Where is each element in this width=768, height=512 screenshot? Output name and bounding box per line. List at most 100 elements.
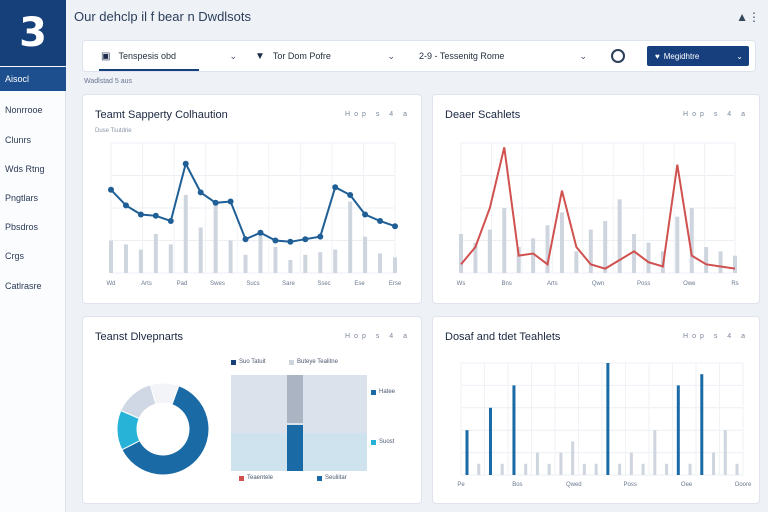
- legend-label: Buteye Tealitne: [297, 359, 338, 365]
- stacked-panel: [231, 375, 367, 471]
- filter-dropdown-3[interactable]: 2-9 - Tessenitg Rome ⌄: [419, 41, 587, 71]
- x-tick-label: Poss: [624, 482, 637, 488]
- bar: [477, 463, 481, 475]
- x-tick-label: Bns: [501, 281, 511, 287]
- card-donut-chart: Teanst Dlvepnarts Hop s 4 a Suo Tatuit B…: [82, 316, 422, 504]
- bar: [378, 253, 383, 273]
- x-tick-label: Pe: [457, 482, 465, 488]
- card-menu-icon[interactable]: Hop s 4 a: [683, 111, 749, 118]
- sidebar-item-5[interactable]: Pngtlars: [5, 193, 39, 203]
- sidebar-item-4[interactable]: Wds Rtng: [5, 164, 45, 174]
- data-point: [392, 223, 398, 230]
- x-tick-label: Ese: [354, 281, 365, 287]
- bar: [646, 242, 651, 273]
- bar: [571, 441, 575, 475]
- data-point: [347, 192, 354, 198]
- bar: [606, 363, 610, 475]
- bar: [632, 234, 637, 273]
- bar: [198, 227, 203, 273]
- location-pin-icon: ▼: [255, 50, 265, 62]
- bar: [574, 251, 579, 273]
- chevron-down-icon: ⌄: [229, 50, 237, 61]
- card-menu-icon[interactable]: Hop s 4 a: [345, 333, 411, 340]
- x-tick-label: Owe: [683, 281, 696, 287]
- app-logo: 3: [0, 0, 66, 66]
- bar: [676, 385, 680, 475]
- filter-label-3: 2-9 - Tessenitg Rome: [419, 51, 505, 61]
- sidebar: 3 Aisocl Nonrrooe Clunrs Wds Rtng Pngtla…: [0, 0, 66, 512]
- x-tick-label: Swes: [210, 281, 225, 287]
- legend-item-3: Hatee: [371, 389, 395, 395]
- x-tick-label: Sare: [282, 281, 295, 287]
- x-tick-label: Pad: [177, 281, 188, 287]
- x-tick-label: Ssec: [317, 281, 330, 287]
- bar: [723, 430, 727, 475]
- legend-swatch: [289, 359, 294, 365]
- bar: [733, 255, 737, 273]
- sidebar-item-2[interactable]: Nonrrooe: [5, 105, 43, 115]
- legend-item-5: Teaentele: [239, 475, 273, 481]
- bar: [594, 463, 598, 475]
- legend-item-6: Seuliitar: [317, 475, 347, 481]
- bar: [629, 452, 633, 475]
- bar: [153, 234, 158, 273]
- bar: [213, 201, 218, 273]
- card-title: Deaer Scahlets: [445, 109, 521, 121]
- refresh-icon[interactable]: [611, 49, 625, 63]
- chevron-down-icon: ⌄: [387, 50, 395, 61]
- x-tick-label: Arts: [547, 281, 558, 287]
- data-point: [317, 233, 324, 240]
- data-point: [302, 236, 309, 243]
- stacked-bar-grey: [287, 375, 303, 423]
- chart-1: Wd Arts Pad Swes Sucs Sare Ssec Ese Erse: [107, 142, 402, 287]
- x-tick-label: Wd: [107, 281, 116, 287]
- sidebar-item-8[interactable]: Catlrasre: [5, 281, 42, 291]
- card-menu-icon[interactable]: Hop s 4 a: [683, 333, 749, 340]
- legend-swatch: [371, 439, 376, 445]
- bar: [688, 463, 692, 475]
- card-menu-icon[interactable]: Hop s 4 a: [345, 111, 411, 118]
- pie-slice: [149, 382, 180, 406]
- bar: [288, 260, 293, 273]
- bar: [273, 247, 278, 273]
- bar: [641, 463, 645, 475]
- active-filter-indicator: [99, 69, 199, 71]
- bar: [545, 225, 550, 273]
- x-tick-label: Rs: [731, 281, 738, 287]
- legend-swatch: [317, 475, 322, 481]
- filter-dropdown-1[interactable]: ▣ Tenspesis obd ⌄: [101, 41, 237, 71]
- filter-dropdown-2[interactable]: ▼ Tor Dom Pofre ⌄: [255, 41, 395, 71]
- bar: [603, 221, 608, 273]
- x-tick-label: Erse: [389, 281, 402, 287]
- sidebar-item-3[interactable]: Clunrs: [5, 135, 32, 145]
- x-tick-label: Poss: [637, 281, 650, 287]
- legend-item-1: Suo Tatuit: [231, 359, 266, 365]
- share-icon[interactable]: ▲⋮: [736, 10, 760, 24]
- bar: [675, 216, 680, 273]
- bar: [559, 212, 564, 273]
- x-tick-label: Qwn: [592, 281, 604, 287]
- sidebar-item-1[interactable]: Aisocl: [0, 67, 66, 91]
- data-point: [197, 189, 204, 196]
- data-point: [182, 160, 189, 167]
- bar: [243, 254, 248, 273]
- bar: [348, 201, 353, 273]
- bar: [473, 242, 478, 273]
- legend-item-2: Buteye Tealitne: [289, 359, 338, 365]
- bar: [502, 208, 507, 273]
- bar: [653, 430, 657, 475]
- chart-2: Ws Bns Arts Qwn Poss Owe Rs: [457, 142, 739, 287]
- bar: [531, 238, 536, 273]
- heart-icon: ♥: [655, 51, 660, 61]
- x-tick-label: Ws: [457, 281, 466, 287]
- apply-dropdown-button[interactable]: ♥ Megidhtre ⌄: [647, 46, 749, 66]
- filter-label-1: Tenspesis obd: [118, 51, 176, 61]
- sidebar-item-7[interactable]: Crgs: [5, 251, 25, 261]
- top-bar: Our dehclp il f bear n Dwdlsots ▲⋮: [66, 0, 768, 34]
- bar: [459, 234, 463, 273]
- legend-label: Seuliitar: [325, 475, 347, 481]
- bar: [535, 452, 539, 475]
- bar: [689, 208, 694, 273]
- bar: [138, 249, 143, 273]
- sidebar-item-6[interactable]: Pbsdros: [5, 222, 39, 232]
